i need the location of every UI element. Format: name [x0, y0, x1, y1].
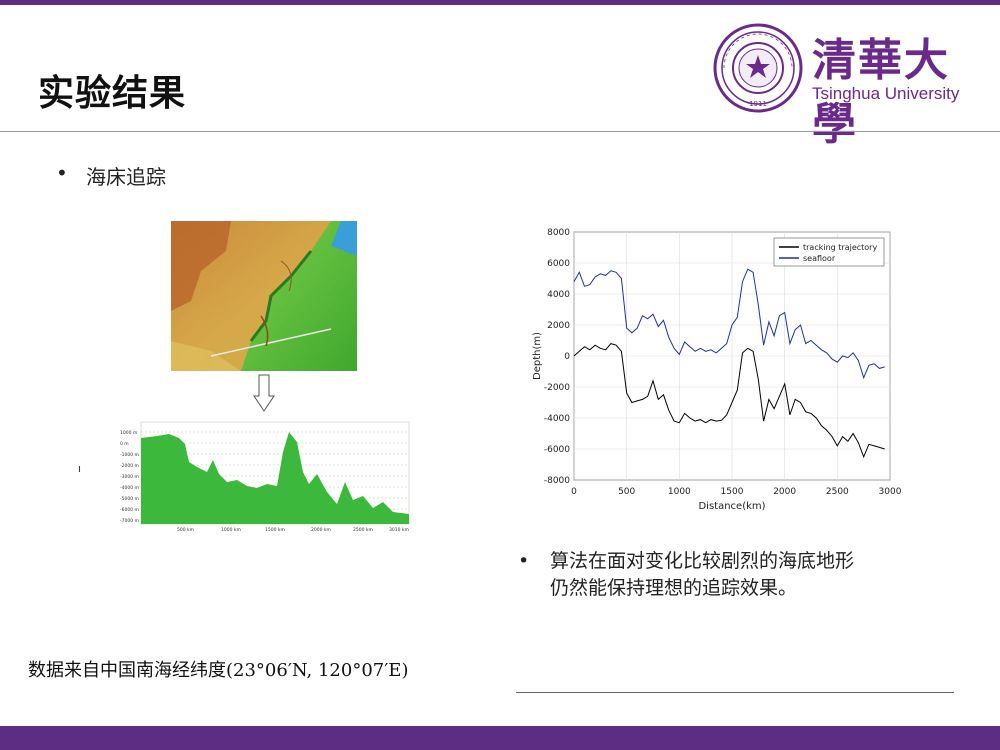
profile-ytick: 1000 m: [120, 430, 137, 436]
profile-ytick: -6000 m: [120, 507, 139, 513]
description-line-2: 仍然能保持理想的追踪效果。: [550, 577, 798, 599]
y-tick-label: 6000: [547, 259, 570, 269]
x-tick-label: 1000: [668, 487, 691, 497]
data-source-footnote: 数据来自中国南海经纬度(23°06′N, 120°07′E): [28, 660, 409, 681]
profile-ytick: -5000 m: [120, 496, 139, 502]
y-tick-label: -6000: [544, 445, 570, 455]
bottom-accent-bar: [0, 726, 1000, 750]
y-tick-label: 8000: [547, 228, 570, 238]
bullet-text: 海床追踪: [86, 165, 166, 189]
y-axis-label: Depth(m): [532, 332, 543, 380]
profile-xtick: 1500 km: [265, 527, 285, 533]
y-tick-label: 2000: [547, 321, 570, 331]
x-tick-label: 3000: [879, 487, 902, 497]
profile-xtick: 2500 km: [353, 527, 373, 533]
bullet-dot: •: [518, 550, 530, 572]
y-tick-label: 0: [564, 352, 570, 362]
x-axis-label: Distance(km): [698, 501, 765, 512]
profile-xtick: 1000 km: [221, 527, 241, 533]
depth-profile-image: 1000 m 0 m -1000 m -2000 m -3000 m -4000…: [117, 412, 413, 534]
page-title: 实验结果: [38, 73, 187, 114]
y-tick-label: 4000: [547, 290, 570, 300]
y-tick-label: -4000: [544, 414, 570, 424]
bullet-dot: •: [56, 161, 68, 185]
series-line-seafloor: [573, 268, 885, 380]
top-accent-bar: [0, 0, 1000, 5]
x-tick-label: 2500: [826, 487, 849, 497]
x-tick-label: 0: [571, 487, 577, 497]
logo-english-name: Tsinghua University: [812, 84, 960, 103]
legend-box: [773, 237, 885, 267]
seal-year: 1911: [749, 100, 767, 108]
profile-xtick: 2000 km: [311, 527, 331, 533]
y-tick-label: -8000: [544, 476, 570, 486]
x-tick-label: 2000: [773, 487, 796, 497]
down-arrow-icon: [253, 374, 275, 412]
profile-xtick: 500 km: [177, 527, 194, 533]
university-seal-icon: 1911: [713, 23, 803, 113]
depth-line-chart: 0 500 1000 1500 2000 2500 3000 -8000 -6000 -4000 -…: [532, 228, 902, 512]
profile-ytick: -7000 m: [120, 518, 139, 524]
x-tick-label: 500: [618, 487, 635, 497]
tsinghua-logo: 1911 清華大學 Tsinghua University: [712, 22, 982, 150]
x-tick-label: 1500: [721, 487, 744, 497]
profile-ytick: -1000 m: [120, 452, 139, 458]
profile-ytick: -2000 m: [120, 463, 139, 469]
y-tick-label: -2000: [544, 383, 570, 393]
legend-label: seafloor: [803, 254, 836, 263]
legend-label: tracking trajectory: [803, 243, 877, 252]
description-line-1: 算法在面对变化比较剧烈的海底地形: [550, 550, 855, 572]
profile-xtick: 3010 km: [389, 527, 409, 533]
profile-ytick: -4000 m: [120, 485, 139, 491]
profile-ytick: 0 m: [120, 441, 129, 447]
header-divider: [0, 131, 1000, 132]
small-marker: ı: [78, 462, 82, 475]
seabed-terrain-map: [171, 221, 357, 371]
series-line-tracking: [573, 343, 885, 459]
profile-ytick: -3000 m: [120, 474, 139, 480]
logo-chinese-name: 清華大學: [812, 35, 950, 150]
footnote-divider: [516, 692, 954, 693]
